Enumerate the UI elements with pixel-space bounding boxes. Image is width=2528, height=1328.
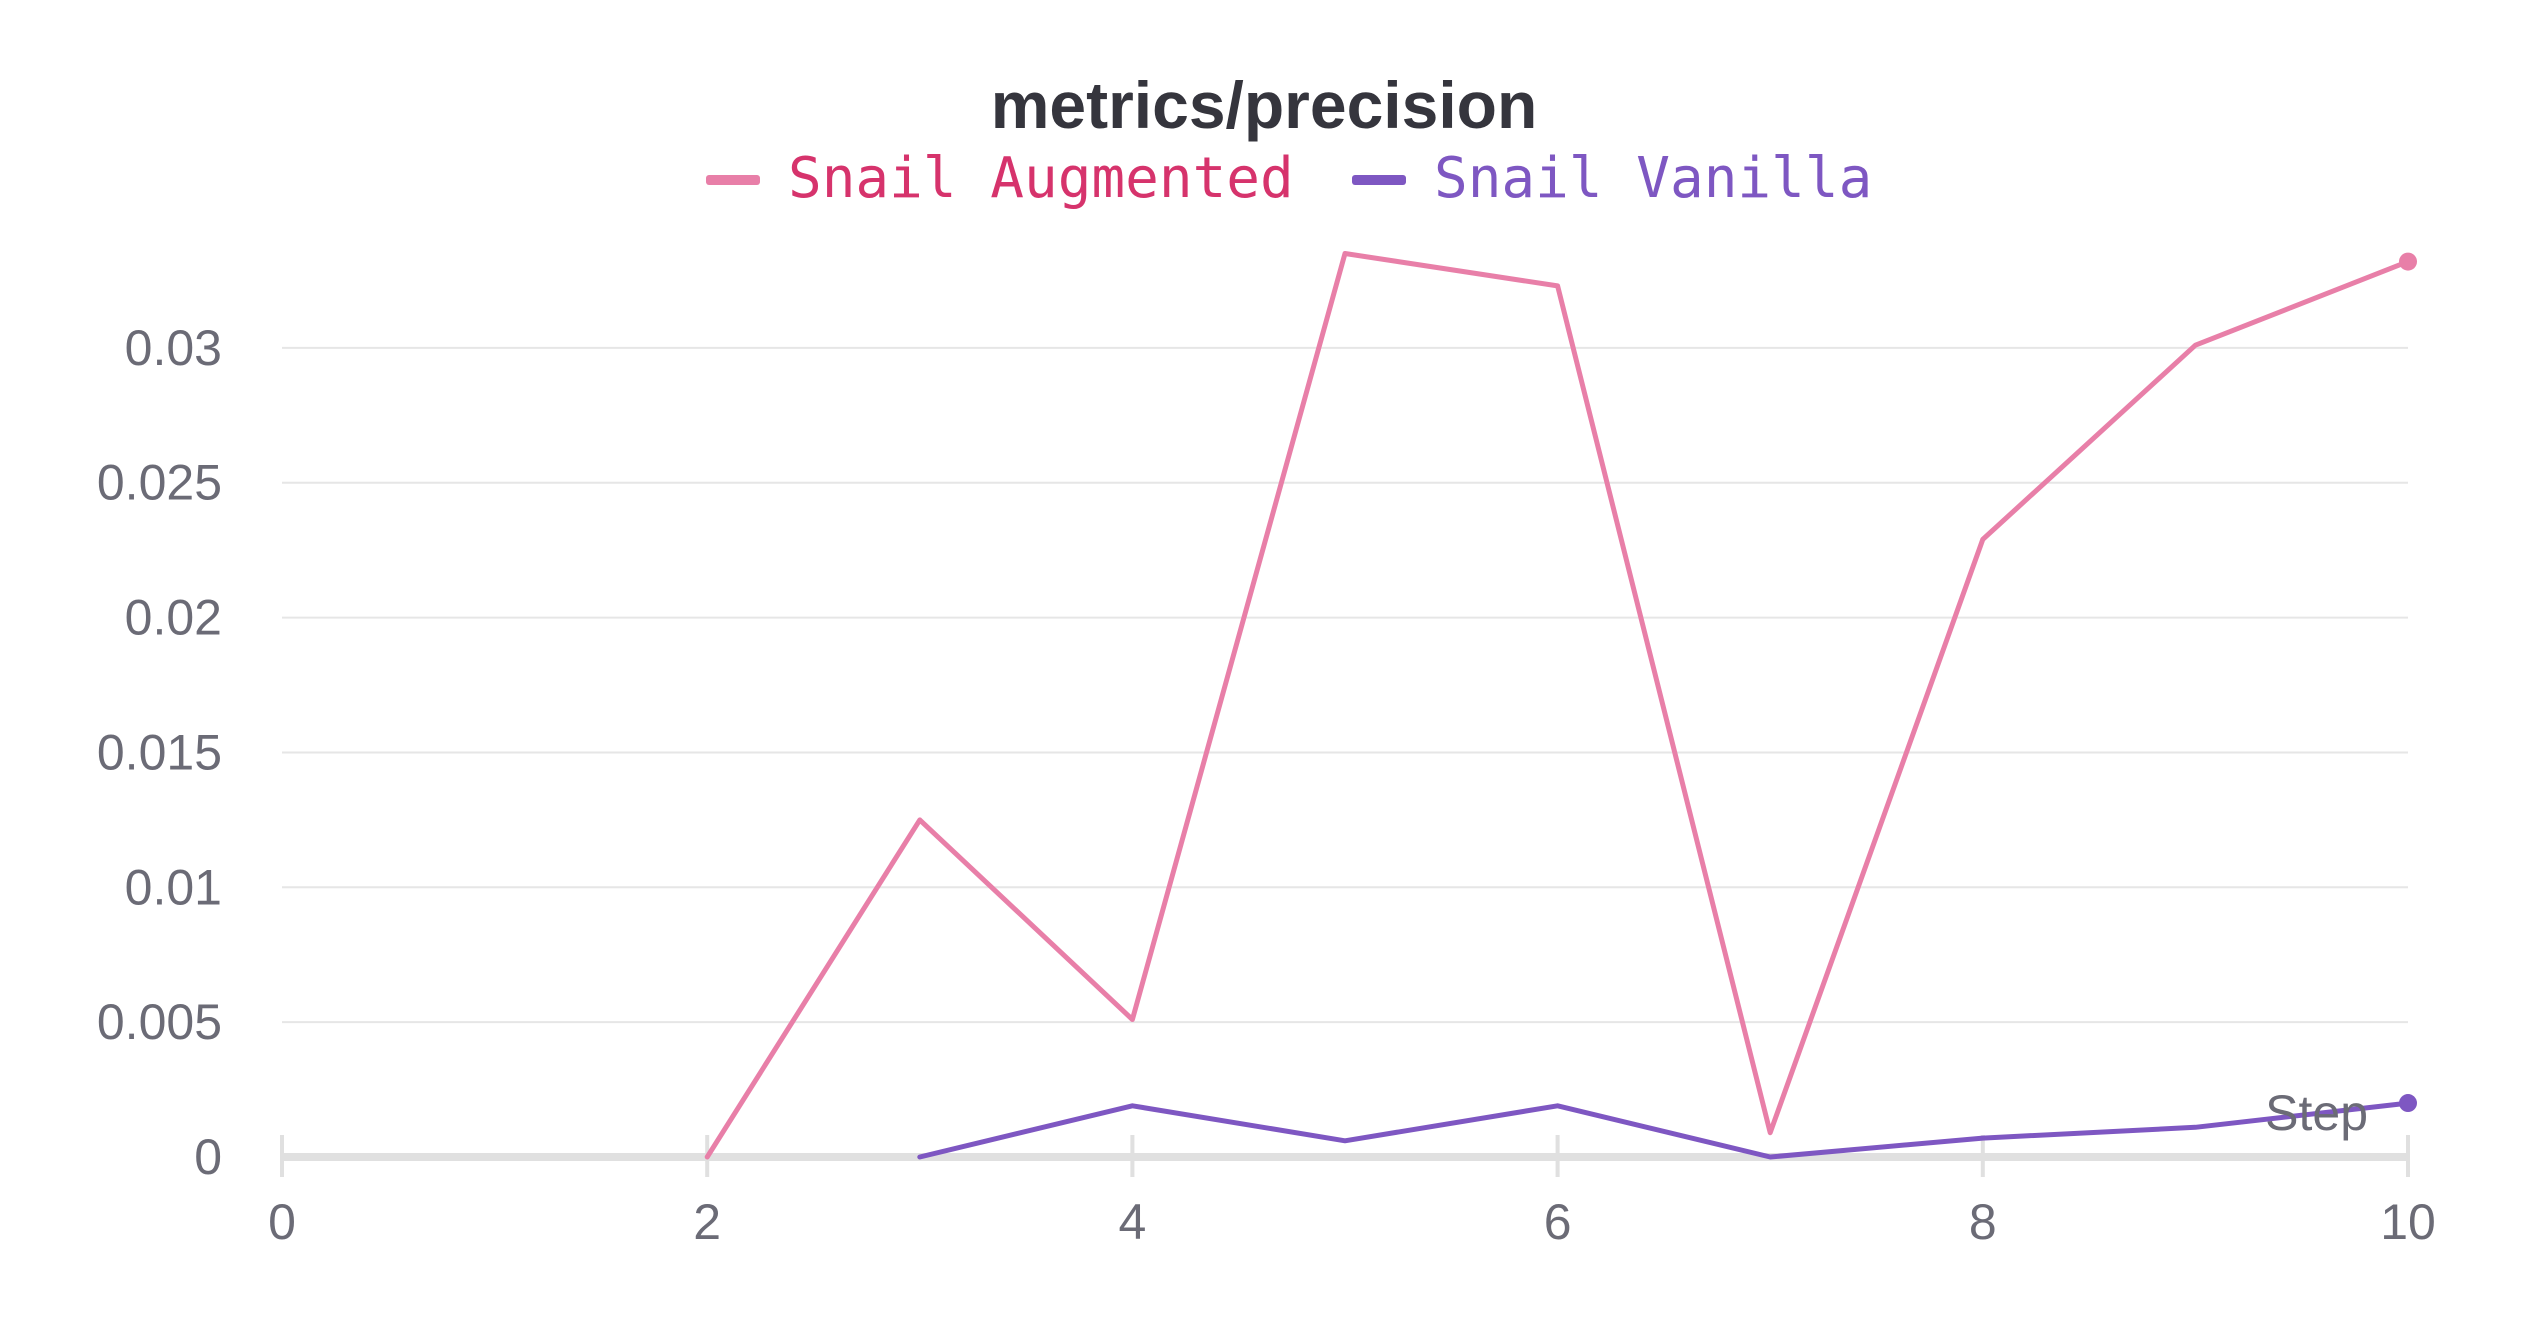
x-axis-title: Step xyxy=(2265,1085,2368,1141)
legend-swatch-0 xyxy=(706,175,760,185)
series-line-1 xyxy=(917,1100,2411,1160)
x-tick-label: 6 xyxy=(1544,1194,1572,1250)
legend-swatch-1 xyxy=(1352,175,1406,185)
series-group xyxy=(704,251,2417,1160)
x-axis: 0 2 4 6 8 10 xyxy=(268,1135,2436,1250)
series-end-point-1 xyxy=(2399,1094,2417,1113)
x-tick-label: 2 xyxy=(693,1194,721,1250)
series-end-point-0 xyxy=(2399,252,2417,271)
y-tick-label: 0.025 xyxy=(97,455,222,511)
x-tick-label: 8 xyxy=(1969,1194,1997,1250)
legend: Snail Augmented Snail Vanilla xyxy=(706,146,1872,211)
x-tick-label: 4 xyxy=(1118,1194,1146,1250)
grid xyxy=(282,346,2408,1024)
legend-label-0: Snail Augmented xyxy=(788,146,1294,211)
legend-label-1: Snail Vanilla xyxy=(1434,146,1872,211)
y-tick-label: 0.03 xyxy=(125,320,222,376)
series-line-0 xyxy=(704,251,2411,1160)
x-tick-label: 0 xyxy=(268,1194,296,1250)
chart-title: metrics/precision xyxy=(991,68,1538,142)
y-tick-label: 0.02 xyxy=(125,590,222,646)
y-tick-label: 0.005 xyxy=(97,994,222,1050)
x-tick-label: 10 xyxy=(2380,1194,2436,1250)
y-axis: 0 0.005 0.01 0.015 0.02 0.025 0.03 xyxy=(97,320,222,1185)
y-tick-label: 0.01 xyxy=(125,859,222,915)
y-tick-label: 0.015 xyxy=(97,724,222,780)
y-tick-label: 0 xyxy=(194,1129,222,1185)
